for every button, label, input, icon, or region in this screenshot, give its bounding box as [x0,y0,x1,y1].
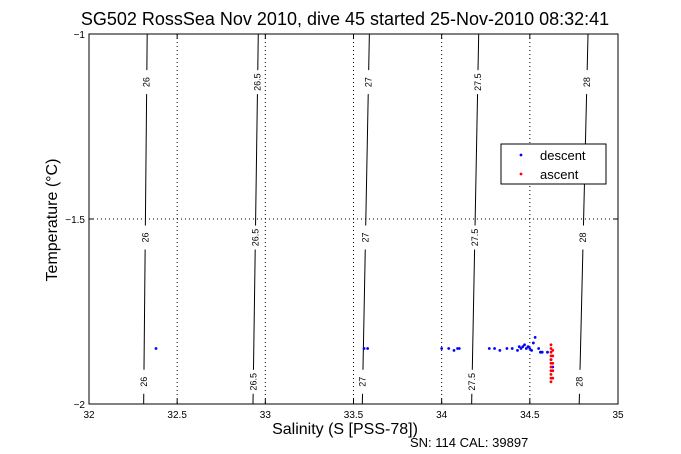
contour-label-bg [581,70,592,95]
y-tick-label: −1.5 [65,215,85,226]
point-descent [457,347,461,350]
point-descent [533,336,537,339]
legend-marker-descent [519,153,523,157]
y-axis-label: Temperature (°C) [44,159,61,282]
x-tick-label: 34.5 [520,410,540,421]
contour-label: 27.5 [467,373,477,391]
point-descent [366,347,370,350]
contour-label-bg [248,369,259,394]
contour-label: 28 [575,377,585,387]
point-descent [519,347,523,350]
contour-label: 27 [363,77,373,87]
contour-label-bg [140,225,151,250]
point-ascent [551,361,555,365]
grid-lines [89,34,618,404]
contour-label: 26.5 [248,373,258,391]
x-tick-label: 34 [436,410,448,421]
point-descent [452,348,456,352]
contour-label: 27 [358,377,368,387]
point-descent [447,347,451,350]
contour-label: 27.5 [473,73,483,91]
y-tick-label: −1 [74,30,86,41]
contour-label-bg [250,225,261,250]
contour-label: 26 [142,77,152,87]
contour-label: 26.5 [253,73,263,91]
point-ascent [549,343,553,347]
contour-line [252,33,259,405]
point-ascent [551,369,555,373]
point-descent [498,348,502,352]
point-ascent [549,380,553,384]
contour-label: 28 [582,77,592,87]
serial-calibration-note: SN: 114 CAL: 39897 [410,435,528,450]
point-descent [362,347,366,350]
point-descent [493,347,496,350]
legend-label-descent: descent [540,148,586,163]
point-ascent [549,347,553,350]
point-descent [154,347,158,350]
x-tick-label: 32.5 [167,410,187,421]
point-descent [505,347,509,350]
density-contours: 26 26 26 26.5 26.5 26.5 27 27 27 27.5 27.5 27.5 28 28… [138,33,592,405]
contour-label: 28 [578,232,588,242]
point-descent [531,341,535,345]
legend-marker-ascent [519,172,523,176]
x-axis-label: Salinity (S [PSS-78]) [272,421,418,438]
point-descent [540,350,544,354]
x-tick-label: 32 [83,410,95,421]
point-descent [440,347,444,350]
legend: descent ascent [500,143,607,185]
point-ascent [551,354,555,358]
contour-label-bg [357,369,368,394]
point-descent [517,345,521,349]
point-descent [537,347,541,350]
point-descent [487,347,491,350]
contour-label-bg [141,70,152,95]
contour-label: 27 [360,232,370,242]
point-descent [510,347,514,350]
contour-label: 27.5 [470,229,480,247]
point-ascent [551,376,555,380]
point-descent [521,345,525,349]
point-descent [528,347,532,350]
point-ascent [551,348,555,352]
data-points [154,336,555,384]
contour-label-bg [578,225,589,250]
point-ascent [549,373,553,376]
contour-line [471,33,480,405]
legend-box [500,143,607,185]
point-descent [546,350,549,354]
x-tick-label: 33.5 [344,410,364,421]
y-tick-label: −2 [74,400,86,411]
point-descent [524,347,528,350]
point-descent [526,345,530,349]
contour-label-bg [472,70,483,95]
point-descent [530,348,533,352]
axis-ticks: 32 32.5 33 33.5 34 34.5 35 −1 −1.5 −2 [65,30,624,421]
contour-line [578,33,589,405]
contour-label-bg [360,225,371,250]
x-tick-label: 33 [260,410,272,421]
contour-label-bg [469,225,480,250]
point-ascent [549,365,553,369]
chart-title: SG502 RossSea Nov 2010, dive 45 started … [81,9,609,29]
contour-label-bg [363,70,374,95]
contour-label-bg [252,70,263,95]
point-ascent [549,350,553,354]
contour-line [361,33,370,405]
contour-label-bg [138,369,149,394]
contour-label-bg [574,369,585,394]
point-ascent [549,358,553,361]
contour-label: 26 [140,232,150,242]
contour-label: 26.5 [250,229,260,247]
contour-label: 26 [139,377,149,387]
legend-label-ascent: ascent [540,167,579,182]
contour-line [143,33,148,405]
point-descent [516,348,519,352]
point-descent [523,343,526,347]
contour-label-bg [467,369,478,394]
x-tick-label: 35 [612,410,624,421]
